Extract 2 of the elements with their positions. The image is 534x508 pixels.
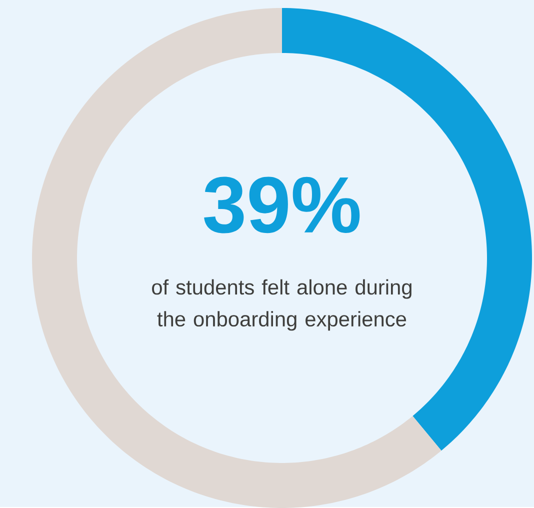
text: of students felt alone during the onboarding experience [152, 279, 412, 331]
data-label: 39% [204, 176, 360, 234]
